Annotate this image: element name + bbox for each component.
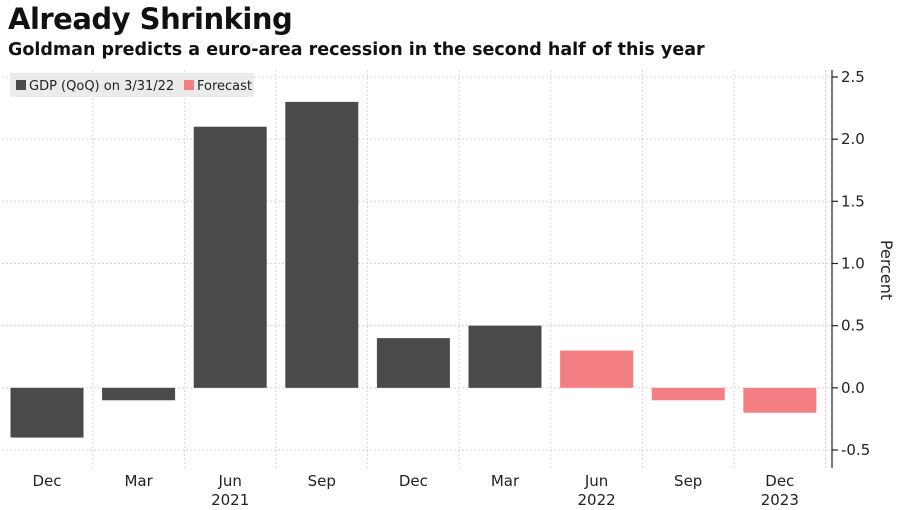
x-tick-label: Mar xyxy=(491,472,520,490)
y-axis-label: Percent xyxy=(877,240,896,300)
bar-gdp xyxy=(102,387,176,401)
bar-forecast xyxy=(560,350,634,388)
y-tick-label: 2.0 xyxy=(841,130,865,148)
legend: GDP (QoQ) on 3/31/22 Forecast xyxy=(10,73,254,97)
chart-subtitle: Goldman predicts a euro-area recession i… xyxy=(8,40,705,60)
bar-gdp xyxy=(193,126,267,388)
y-axis: 2.5 2.0 1.5 1.0 0.5 0.0 -0.5 Percent xyxy=(831,68,896,468)
legend-background xyxy=(10,73,254,97)
bar-gdp xyxy=(285,101,359,388)
x-tick-label: Dec xyxy=(399,472,428,490)
bar-forecast xyxy=(743,387,817,413)
y-tick-label: 2.5 xyxy=(841,68,865,86)
y-tick-label: 0.0 xyxy=(841,379,865,397)
bar-gdp xyxy=(10,387,84,438)
x-year-label: 2023 xyxy=(761,491,799,509)
chart-title: Already Shrinking xyxy=(8,2,293,36)
bar-gdp xyxy=(376,338,450,388)
y-tick-label: 0.5 xyxy=(841,317,865,335)
y-tick-label: 1.0 xyxy=(841,255,865,273)
x-year-label: 2022 xyxy=(578,491,616,509)
y-tick-label: -0.5 xyxy=(841,441,870,459)
bars xyxy=(10,101,817,438)
legend-swatch xyxy=(16,80,26,90)
x-axis: Dec Mar Jun Sep Dec Mar Jun Sep Dec 2021 2022 2023 xyxy=(32,472,798,509)
x-tick-label: Sep xyxy=(308,472,336,490)
x-tick-label: Sep xyxy=(674,472,702,490)
x-tick-label: Dec xyxy=(765,472,794,490)
x-tick-label: Mar xyxy=(124,472,153,490)
y-tick-label: 1.5 xyxy=(841,192,865,210)
legend-label: GDP (QoQ) on 3/31/22 xyxy=(29,79,174,94)
legend-label: Forecast xyxy=(197,79,252,94)
x-year-label: 2021 xyxy=(211,491,249,509)
bar-gdp xyxy=(468,325,542,388)
grid-lines xyxy=(2,70,832,468)
bar-forecast xyxy=(651,387,725,401)
legend-swatch xyxy=(184,80,194,90)
x-tick-label: Jun xyxy=(584,472,608,490)
x-tick-label: Dec xyxy=(32,472,61,490)
x-tick-label: Jun xyxy=(217,472,241,490)
